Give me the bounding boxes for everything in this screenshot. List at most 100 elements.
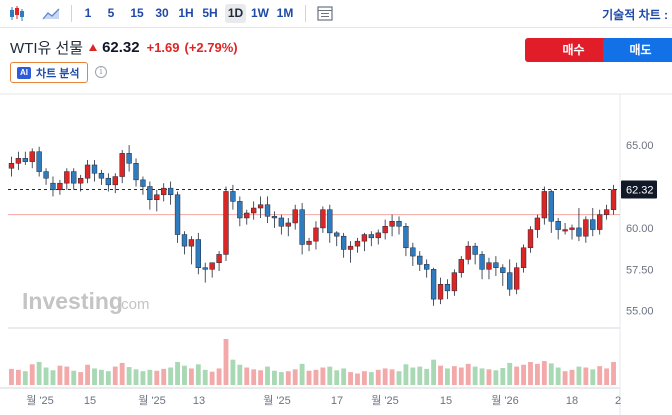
candle-body xyxy=(417,255,423,265)
volume-bar xyxy=(154,370,160,385)
candle-body xyxy=(437,283,444,300)
ai-chart-analysis-button[interactable]: AI 차트 분석 xyxy=(10,62,88,83)
volume-bar xyxy=(576,366,582,385)
toolbar-divider xyxy=(71,5,72,22)
volume-bar xyxy=(327,366,333,385)
volume-bar xyxy=(604,368,610,385)
volume-bar xyxy=(583,367,589,385)
volume-bar xyxy=(85,364,91,385)
x-tick-label: 월 '25 xyxy=(371,394,399,407)
timeframe-1m[interactable]: 1M xyxy=(276,6,294,20)
volume-bar xyxy=(410,367,416,385)
volume-bar xyxy=(99,369,104,385)
volume-bar xyxy=(389,369,395,385)
chart-toolbar: 1 5 15 30 1H 5H 1D 1W 1M 기술적 차트 : xyxy=(0,0,672,28)
volume-bar xyxy=(375,369,381,385)
candle-body xyxy=(57,182,63,191)
timeframe-1d[interactable]: 1D xyxy=(225,4,246,23)
indicators-icon[interactable] xyxy=(315,4,335,23)
candle-body xyxy=(98,172,105,179)
volume-bar xyxy=(424,368,430,385)
instrument-header: WTI유 선물 62.32 +1.69 (+2.79%) xyxy=(10,37,243,57)
ai-badge-icon: AI xyxy=(17,66,31,79)
volume-series xyxy=(9,339,616,385)
candle-body xyxy=(264,204,271,217)
candle-body xyxy=(8,163,15,169)
last-price-badge xyxy=(621,180,657,199)
volume-bar xyxy=(355,373,360,385)
x-tick-label: 월 '26 xyxy=(491,394,519,407)
price-change: +1.69 xyxy=(146,39,180,55)
technical-chart-link[interactable]: 기술적 차트 : xyxy=(602,8,668,22)
candle-body xyxy=(271,216,278,219)
candle-body xyxy=(451,272,458,292)
x-axis: 월 '25 15 월 '25 13 월 '25 17 월 '25 15 월 '26 18 2 xyxy=(26,394,621,407)
volume-bar xyxy=(555,367,561,385)
x-tick-label: 월 '25 xyxy=(263,394,291,407)
candle-body xyxy=(237,201,243,219)
volume-bar xyxy=(299,363,305,385)
candle-body xyxy=(278,217,285,227)
candle-body xyxy=(119,153,125,177)
volume-bar xyxy=(534,363,540,385)
volume-bar xyxy=(341,368,347,385)
candle-body xyxy=(29,151,35,162)
candle-body xyxy=(520,247,527,268)
candle-body xyxy=(396,221,402,227)
candle-body xyxy=(77,177,84,184)
volume-bar xyxy=(50,370,56,385)
price-chart[interactable]: Investing .com 65.00 60.00 57.50 55.00 62.32… xyxy=(0,92,672,415)
timeframe-1[interactable]: 1 xyxy=(84,6,92,20)
volume-bar xyxy=(175,362,180,385)
candlestick-icon[interactable] xyxy=(7,4,27,23)
last-price: 62.32 xyxy=(102,38,140,56)
candle-body xyxy=(313,227,319,242)
volume-bar xyxy=(562,371,568,385)
volume-bar xyxy=(514,366,520,385)
timeframe-1h[interactable]: 1H xyxy=(178,6,194,20)
timeframe-15[interactable]: 15 xyxy=(130,6,144,20)
candle-body xyxy=(590,219,596,230)
candle-body xyxy=(112,176,118,186)
area-chart-icon[interactable] xyxy=(41,4,61,23)
volume-bar xyxy=(92,368,97,385)
candle-body xyxy=(472,245,478,255)
candle-body xyxy=(140,179,146,187)
volume-bar xyxy=(451,366,457,385)
candle-body xyxy=(147,186,153,200)
candle-body xyxy=(244,212,250,219)
candle-body xyxy=(285,222,291,227)
candle-body xyxy=(223,191,229,255)
candle-body xyxy=(91,164,98,174)
price-change-percent: (+2.79%) xyxy=(184,39,238,55)
timeframe-5[interactable]: 5 xyxy=(107,6,115,20)
candle-body xyxy=(167,187,174,196)
candle-body xyxy=(209,262,215,270)
volume-bar xyxy=(292,369,298,385)
timeframe-30[interactable]: 30 xyxy=(155,6,169,20)
candle-body xyxy=(181,234,188,247)
candle-body xyxy=(292,209,298,224)
volume-bar xyxy=(168,367,174,385)
candle-body xyxy=(513,267,520,290)
candle-body xyxy=(603,209,610,215)
volume-bar xyxy=(597,366,603,385)
candle-body xyxy=(36,151,42,172)
volume-bar xyxy=(36,362,42,385)
candle-body xyxy=(375,232,381,239)
volume-bar xyxy=(611,362,616,385)
volume-bar xyxy=(569,369,575,385)
volume-bar xyxy=(188,368,194,385)
timeframe-1w[interactable]: 1W xyxy=(251,6,269,20)
candle-body xyxy=(50,182,56,191)
candle-body xyxy=(430,269,437,300)
volume-bar xyxy=(9,368,14,385)
timeframe-5h[interactable]: 5H xyxy=(202,6,218,20)
watermark-suffix: .com xyxy=(117,296,150,313)
x-tick-label: 2 xyxy=(615,395,621,407)
x-tick-label: 18 xyxy=(566,395,578,407)
volume-bar xyxy=(64,366,70,385)
volume-bar xyxy=(133,369,139,385)
sell-button[interactable]: 매도 xyxy=(603,38,672,62)
info-icon[interactable]: i xyxy=(95,66,107,78)
